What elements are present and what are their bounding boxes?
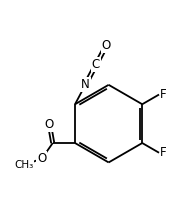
Text: CH₃: CH₃ [14, 160, 34, 170]
Text: F: F [160, 88, 167, 101]
Text: N: N [81, 78, 90, 91]
Text: C: C [92, 58, 100, 71]
Text: O: O [102, 39, 111, 52]
Text: F: F [160, 146, 167, 159]
Text: O: O [37, 152, 47, 165]
Text: O: O [45, 118, 54, 131]
